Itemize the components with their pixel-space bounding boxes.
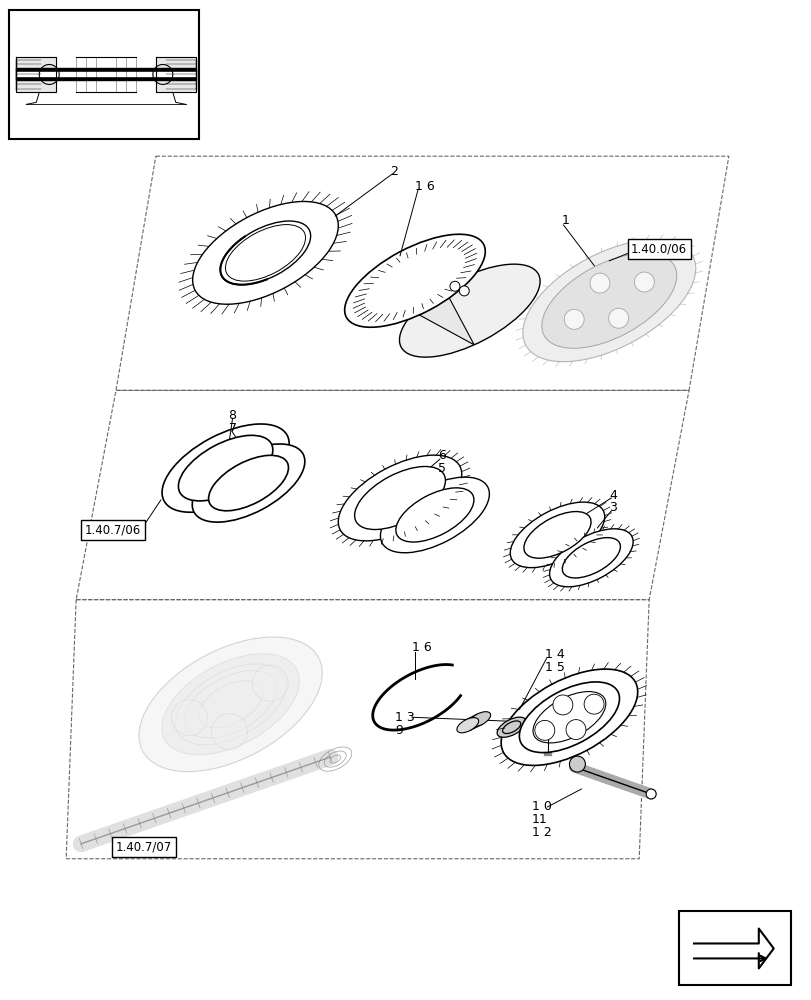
Ellipse shape [396,488,474,542]
Circle shape [449,281,459,291]
Ellipse shape [344,234,485,327]
Ellipse shape [532,692,605,743]
Ellipse shape [541,253,676,348]
Text: 1 6: 1 6 [411,641,431,654]
Ellipse shape [496,717,526,737]
Ellipse shape [192,201,338,304]
Text: 9: 9 [394,724,402,737]
Ellipse shape [162,424,289,512]
Circle shape [583,694,603,714]
Ellipse shape [519,682,619,753]
Ellipse shape [225,225,305,281]
Ellipse shape [509,502,604,568]
Ellipse shape [549,529,633,587]
Ellipse shape [161,654,299,755]
Circle shape [608,308,628,328]
Text: 1.40.7/06: 1.40.7/06 [85,523,141,536]
Bar [10,10,199,139]
Ellipse shape [399,264,539,357]
Text: 1 5: 1 5 [544,661,564,674]
Text: 1 3: 1 3 [394,711,414,724]
Circle shape [569,756,585,772]
Text: 1 2: 1 2 [531,826,551,839]
Circle shape [171,700,207,736]
Text: 8: 8 [229,409,236,422]
Ellipse shape [139,637,322,772]
Text: 1: 1 [560,214,569,227]
Circle shape [565,720,586,740]
Text: 1.40.0/06: 1.40.0/06 [630,242,686,255]
Ellipse shape [338,455,461,541]
Text: 1 6: 1 6 [414,180,434,193]
Circle shape [252,665,288,701]
Ellipse shape [561,538,620,578]
Text: 1 0: 1 0 [531,800,551,813]
Ellipse shape [523,512,590,558]
Circle shape [211,714,247,749]
Text: 7: 7 [229,422,236,435]
Ellipse shape [502,721,520,734]
Circle shape [552,695,572,715]
Ellipse shape [522,240,695,362]
Circle shape [646,789,655,799]
Ellipse shape [500,669,637,765]
Text: 6: 6 [437,449,445,462]
Text: 11: 11 [531,813,547,826]
Ellipse shape [380,477,489,553]
Circle shape [459,286,469,296]
Ellipse shape [354,466,445,530]
Text: 2: 2 [389,165,397,178]
Text: 3: 3 [608,501,616,514]
Text: 1.40.7/07: 1.40.7/07 [116,840,172,853]
Circle shape [590,273,609,293]
Ellipse shape [457,718,478,733]
Ellipse shape [178,435,272,501]
Text: 5: 5 [437,462,445,475]
Text: 1 4: 1 4 [544,648,564,661]
Ellipse shape [220,221,311,285]
Circle shape [534,720,554,740]
Bar [678,911,790,985]
Text: 4: 4 [608,489,616,502]
Circle shape [633,272,654,292]
Polygon shape [388,258,474,345]
Ellipse shape [192,444,304,522]
Circle shape [564,309,583,329]
Ellipse shape [208,455,288,511]
Ellipse shape [468,712,490,727]
